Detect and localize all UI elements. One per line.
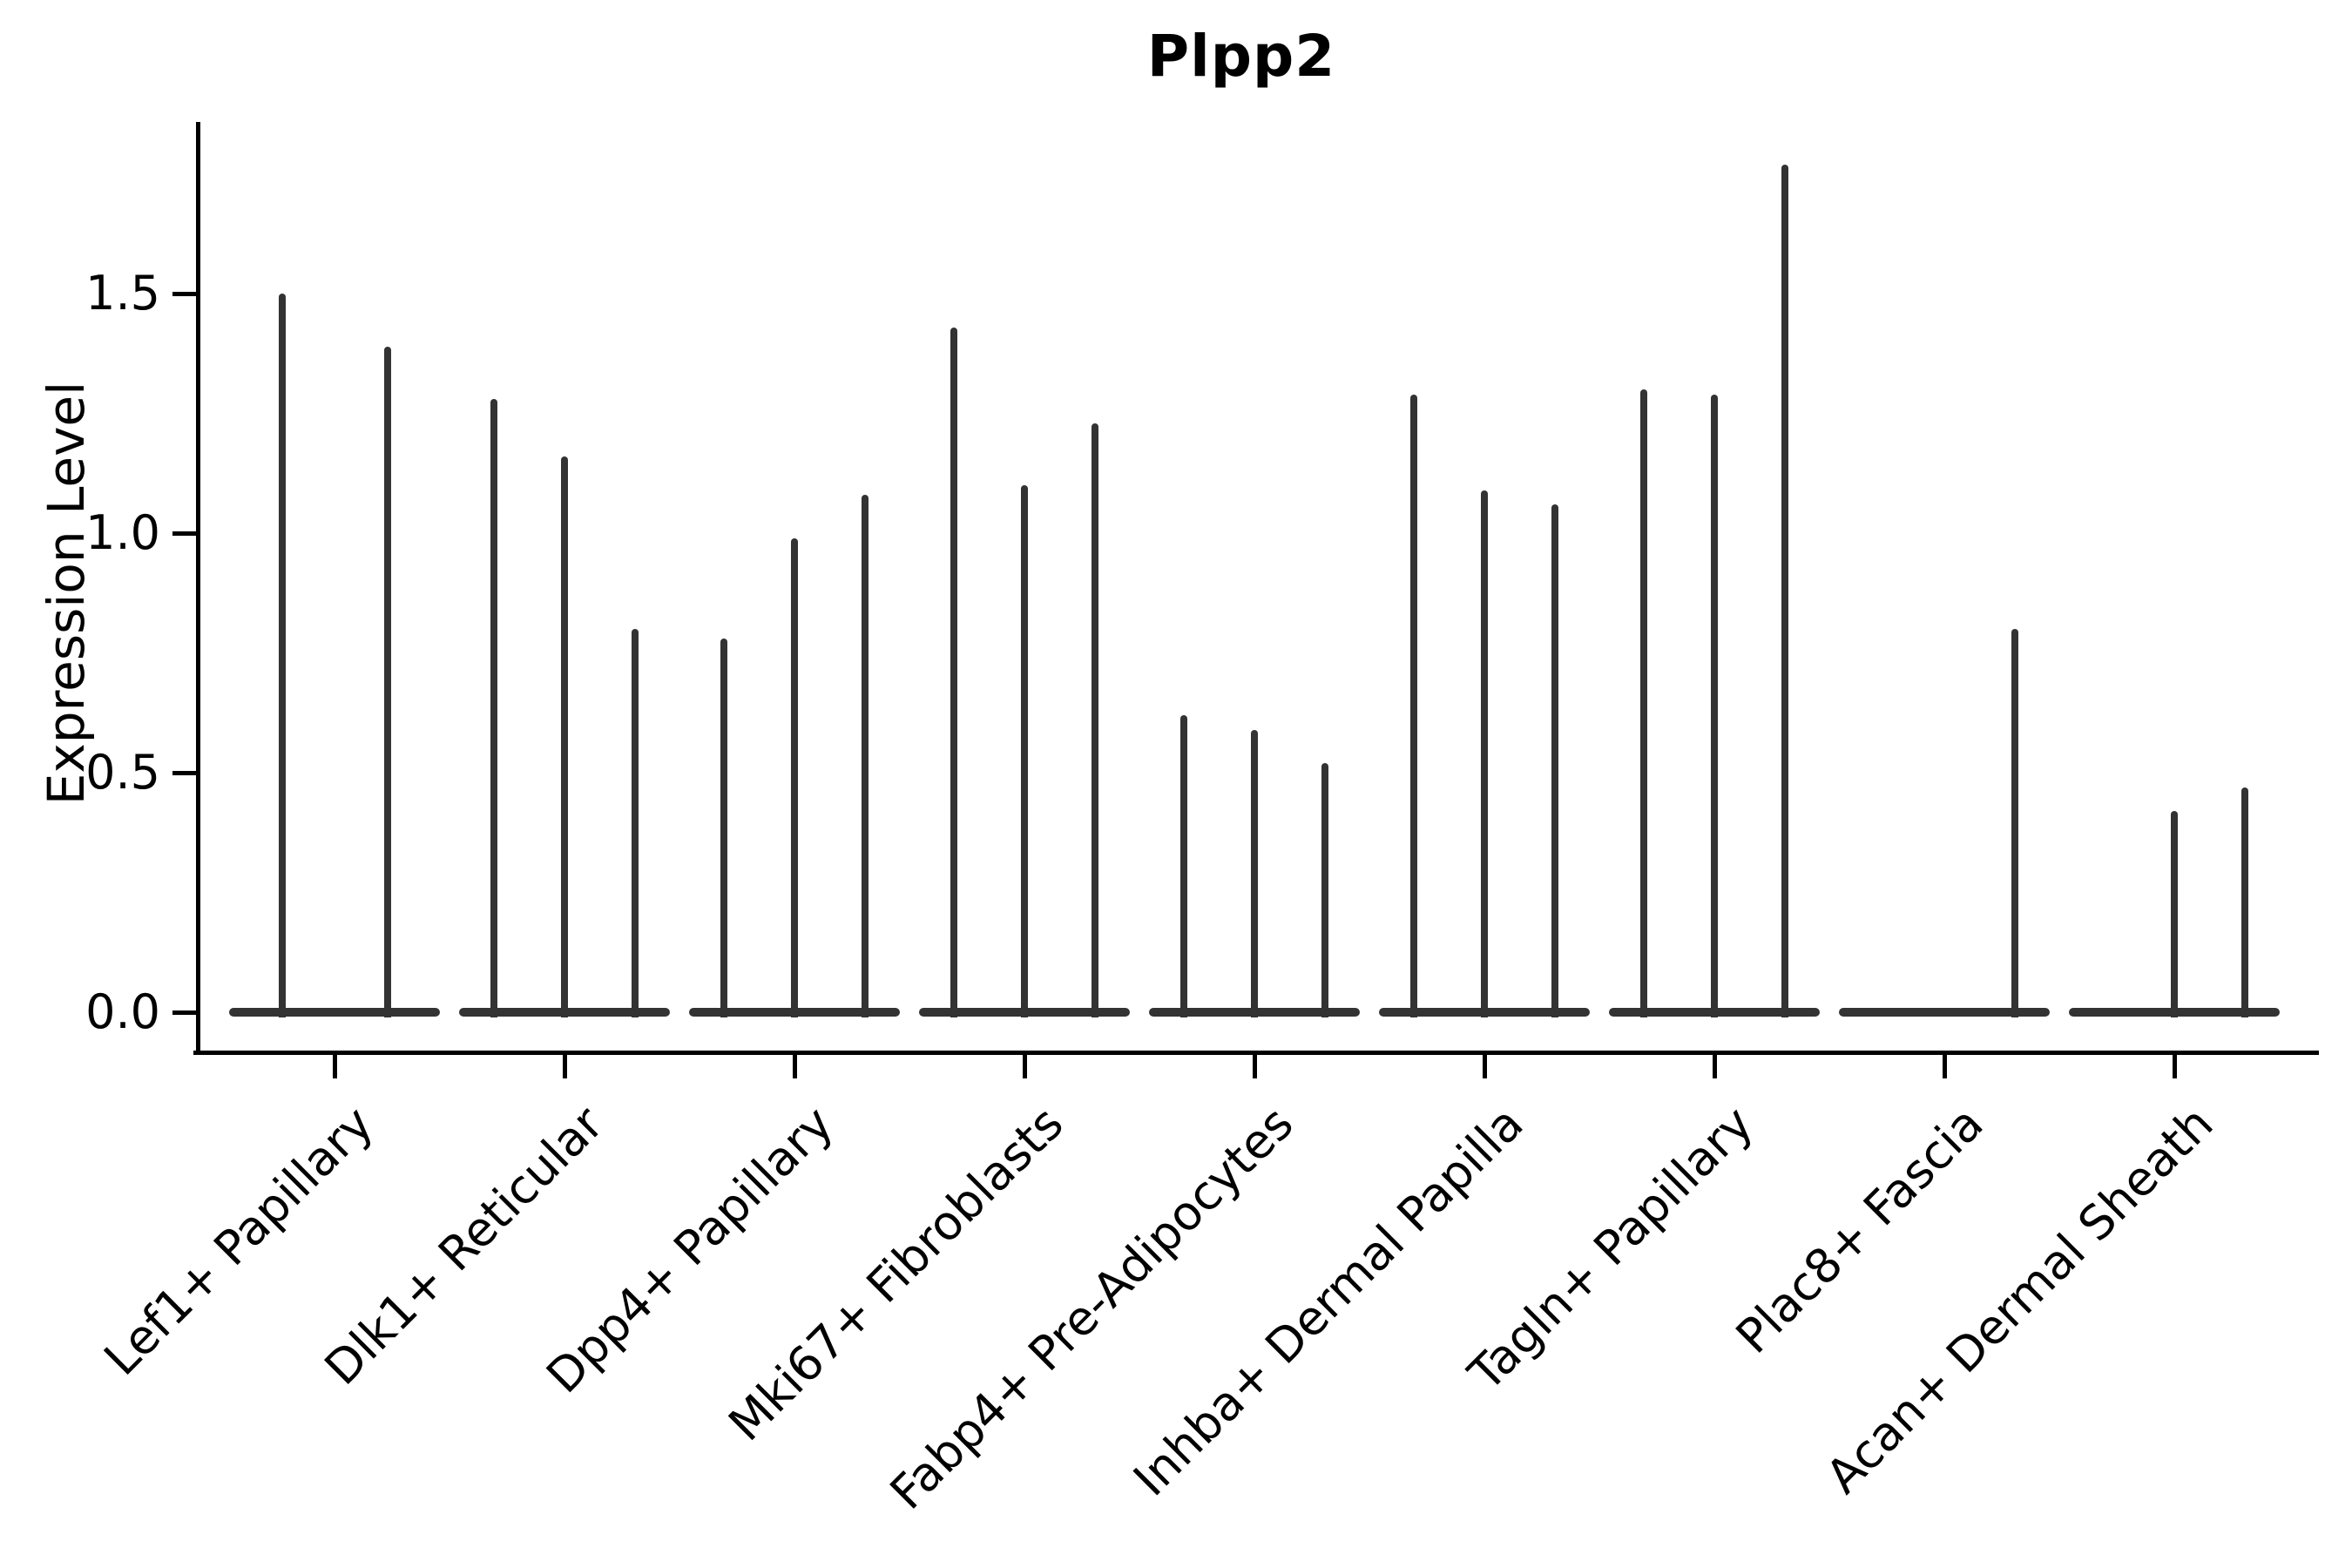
y-tick-label: 1.0 <box>85 505 160 560</box>
violin-spike <box>950 327 958 1017</box>
y-axis-label: Expression Level <box>37 381 96 806</box>
x-tick-mark <box>793 1055 797 1078</box>
violin-spike <box>1321 763 1328 1017</box>
violin-spike <box>490 399 498 1017</box>
violin-spike <box>2171 811 2178 1017</box>
x-tick-label: Plac8+ Fascia <box>1725 1096 1994 1364</box>
x-tick-label: Fabp4+ Pre-Adipocytes <box>879 1096 1304 1520</box>
x-tick-mark <box>1023 1055 1027 1078</box>
violin-spike <box>720 639 728 1017</box>
violin-spike <box>631 629 639 1017</box>
x-tick-mark <box>1943 1055 1947 1078</box>
violin-spike <box>1551 504 1558 1017</box>
x-tick-mark <box>1483 1055 1487 1078</box>
violin-spike <box>1251 729 1258 1017</box>
y-axis-spine <box>196 122 200 1055</box>
violin-spike <box>1481 490 1488 1017</box>
y-tick-mark <box>172 531 196 536</box>
violin-spike <box>2240 787 2248 1017</box>
violin-spike <box>2011 629 2018 1017</box>
chart-title: Plpp2 <box>1146 23 1336 90</box>
violin-spike <box>1180 715 1188 1017</box>
y-tick-mark <box>172 771 196 775</box>
x-tick-mark <box>1713 1055 1717 1078</box>
violin-spike <box>1410 394 1418 1017</box>
violin-spike <box>1640 389 1648 1017</box>
y-tick-label: 0.0 <box>85 984 160 1039</box>
x-tick-label: Inhba+ Dermal Papilla <box>1123 1096 1534 1507</box>
violin-baseline <box>229 1008 440 1017</box>
violin-spike <box>861 495 868 1017</box>
x-tick-mark <box>563 1055 567 1078</box>
violin-spike <box>1091 422 1098 1017</box>
x-tick-label: Acan+ Dermal Sheath <box>1815 1096 2224 1504</box>
violin-spike <box>383 346 391 1017</box>
x-tick-mark <box>333 1055 337 1078</box>
violin-spike <box>791 537 798 1017</box>
x-axis-spine <box>193 1051 2319 1055</box>
x-tick-mark <box>2173 1055 2177 1078</box>
violin-spike <box>1781 164 1788 1017</box>
x-tick-mark <box>1253 1055 1257 1078</box>
y-tick-label: 1.5 <box>85 266 160 321</box>
y-tick-label: 0.5 <box>85 745 160 800</box>
violin-spike <box>1021 485 1028 1017</box>
y-tick-mark <box>172 292 196 296</box>
y-tick-mark <box>172 1010 196 1015</box>
violin-spike <box>561 456 568 1017</box>
violin-spike <box>1711 394 1718 1017</box>
violin-baseline <box>1839 1008 2050 1017</box>
violin-spike <box>278 294 286 1017</box>
